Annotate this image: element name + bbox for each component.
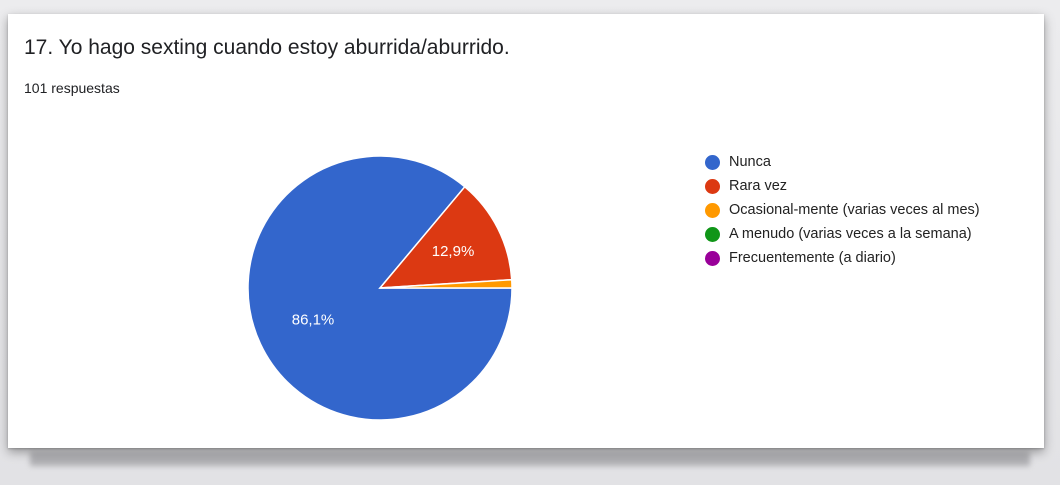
legend-marker-ocasionalmente bbox=[705, 202, 720, 218]
pie-chart: 86,1% 12,9% bbox=[247, 155, 513, 421]
legend-item-ocasionalmente[interactable]: Ocasional-mente (varias veces al mes) bbox=[705, 198, 980, 222]
legend-marker-nunca bbox=[705, 154, 720, 170]
question-title: 17. Yo hago sexting cuando estoy aburrid… bbox=[24, 36, 510, 59]
card-shadow bbox=[30, 452, 1030, 466]
legend-label-ocasionalmente: Ocasional-mente (varias veces al mes) bbox=[729, 202, 980, 218]
response-count: 101 respuestas bbox=[24, 80, 120, 96]
legend-label-rara-vez: Rara vez bbox=[729, 178, 788, 194]
legend-item-frecuentemente[interactable]: Frecuentemente (a diario) bbox=[705, 246, 980, 270]
pie-label-rara-vez: 12,9% bbox=[432, 243, 475, 260]
legend-item-rara-vez[interactable]: Rara vez bbox=[705, 174, 980, 198]
pie-slice-rara-vez[interactable] bbox=[378, 185, 513, 289]
legend-item-nunca[interactable]: Nunca bbox=[705, 150, 980, 174]
legend-label-frecuentemente: Frecuentemente (a diario) bbox=[729, 250, 896, 266]
chart-legend: Nunca Rara vez Ocasional-mente (varias v… bbox=[705, 150, 980, 270]
question-card: 17. Yo hago sexting cuando estoy aburrid… bbox=[8, 14, 1044, 448]
legend-item-a-menudo[interactable]: A menudo (varias veces a la semana) bbox=[705, 222, 980, 246]
legend-marker-frecuentemente bbox=[705, 250, 720, 266]
legend-marker-a-menudo bbox=[705, 226, 720, 242]
legend-label-nunca: Nunca bbox=[729, 154, 771, 170]
pie-slice-ocasionalmente[interactable] bbox=[379, 278, 513, 289]
pie-label-nunca: 86,1% bbox=[292, 311, 335, 328]
legend-marker-rara-vez bbox=[705, 178, 720, 194]
legend-label-a-menudo: A menudo (varias veces a la semana) bbox=[729, 226, 972, 242]
